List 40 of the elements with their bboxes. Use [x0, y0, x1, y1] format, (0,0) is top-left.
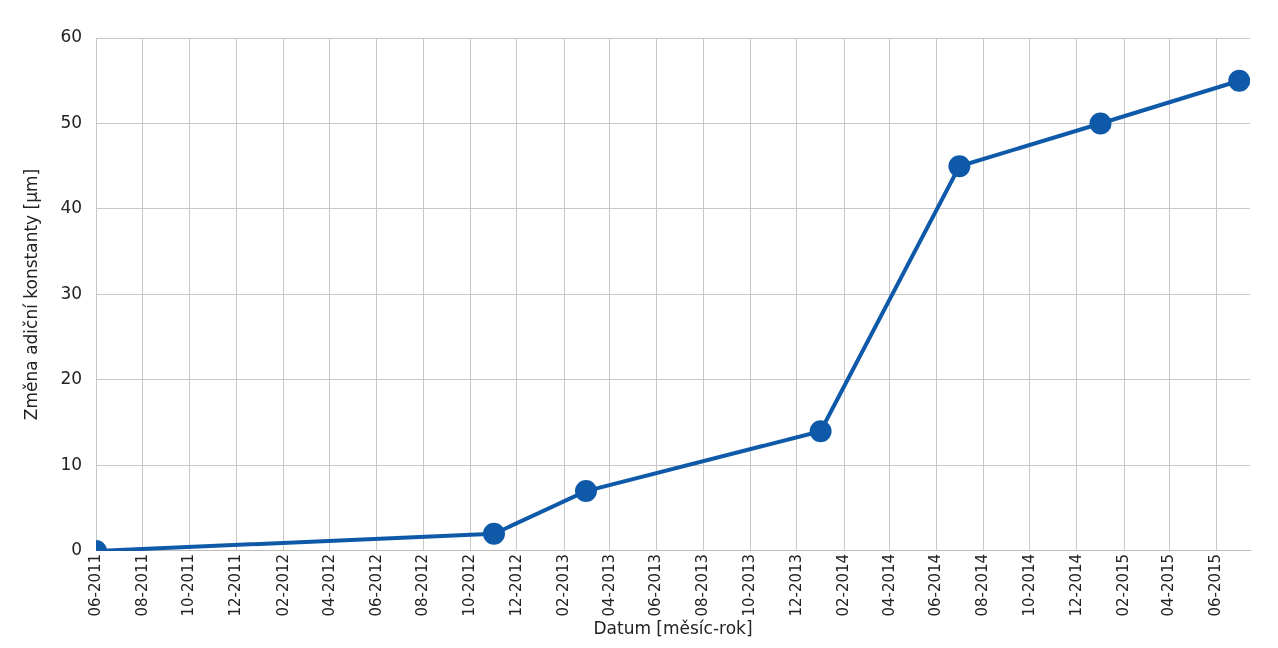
y-tick-label: 40	[60, 197, 83, 218]
x-tick-label: 12-2014	[1066, 553, 1085, 617]
y-tick-label: 50	[60, 111, 83, 132]
x-tick-label: 02-2013	[554, 553, 573, 617]
x-tick-label: 02-2015	[1114, 553, 1133, 617]
point	[482, 522, 505, 545]
point	[574, 480, 597, 503]
y-axis-title: Změna adiční konstanty [µm]	[20, 168, 41, 421]
x-tick-label: 02-2014	[834, 553, 853, 617]
x-tick-label: 04-2012	[319, 553, 338, 617]
x-tick-label: 12-2011	[226, 553, 245, 617]
point	[809, 420, 832, 443]
x-tick-label: 04-2015	[1159, 553, 1178, 617]
x-tick-label: 06-2015	[1206, 553, 1225, 617]
x-tick-label: 08-2011	[132, 553, 151, 617]
x-tick-label: 06-2012	[366, 553, 385, 617]
x-tick-label: 04-2013	[599, 553, 618, 617]
y-tick-label: 30	[60, 282, 83, 303]
x-tick-label: 10-2011	[179, 553, 198, 617]
x-axis-title: Datum [měsíc-rok]	[593, 618, 753, 639]
x-tick-label: 04-2014	[879, 553, 898, 617]
point	[1089, 112, 1112, 135]
x-tick-label: 12-2012	[506, 553, 525, 617]
x-tick-label: 06-2014	[926, 553, 945, 617]
point	[1228, 69, 1250, 92]
y-tick-label: 0	[71, 539, 83, 560]
y-tick-label: 10	[60, 453, 83, 474]
y-tick-label: 20	[60, 368, 83, 389]
x-tick-label: 08-2013	[693, 553, 712, 617]
x-tick-label: 08-2012	[413, 553, 432, 617]
x-tick-label: 06-2011	[85, 553, 104, 617]
x-tick-label: 02-2012	[273, 553, 292, 617]
x-tick-label: 06-2013	[646, 553, 665, 617]
x-tick-label: 12-2013	[786, 553, 805, 617]
point	[948, 155, 971, 178]
x-tick-label: 08-2014	[973, 553, 992, 617]
x-tick-label: 10-2012	[460, 553, 479, 617]
x-tick-label: 10-2014	[1019, 553, 1038, 617]
x-tick-label: 10-2013	[739, 553, 758, 617]
y-tick-label: 60	[60, 26, 83, 47]
